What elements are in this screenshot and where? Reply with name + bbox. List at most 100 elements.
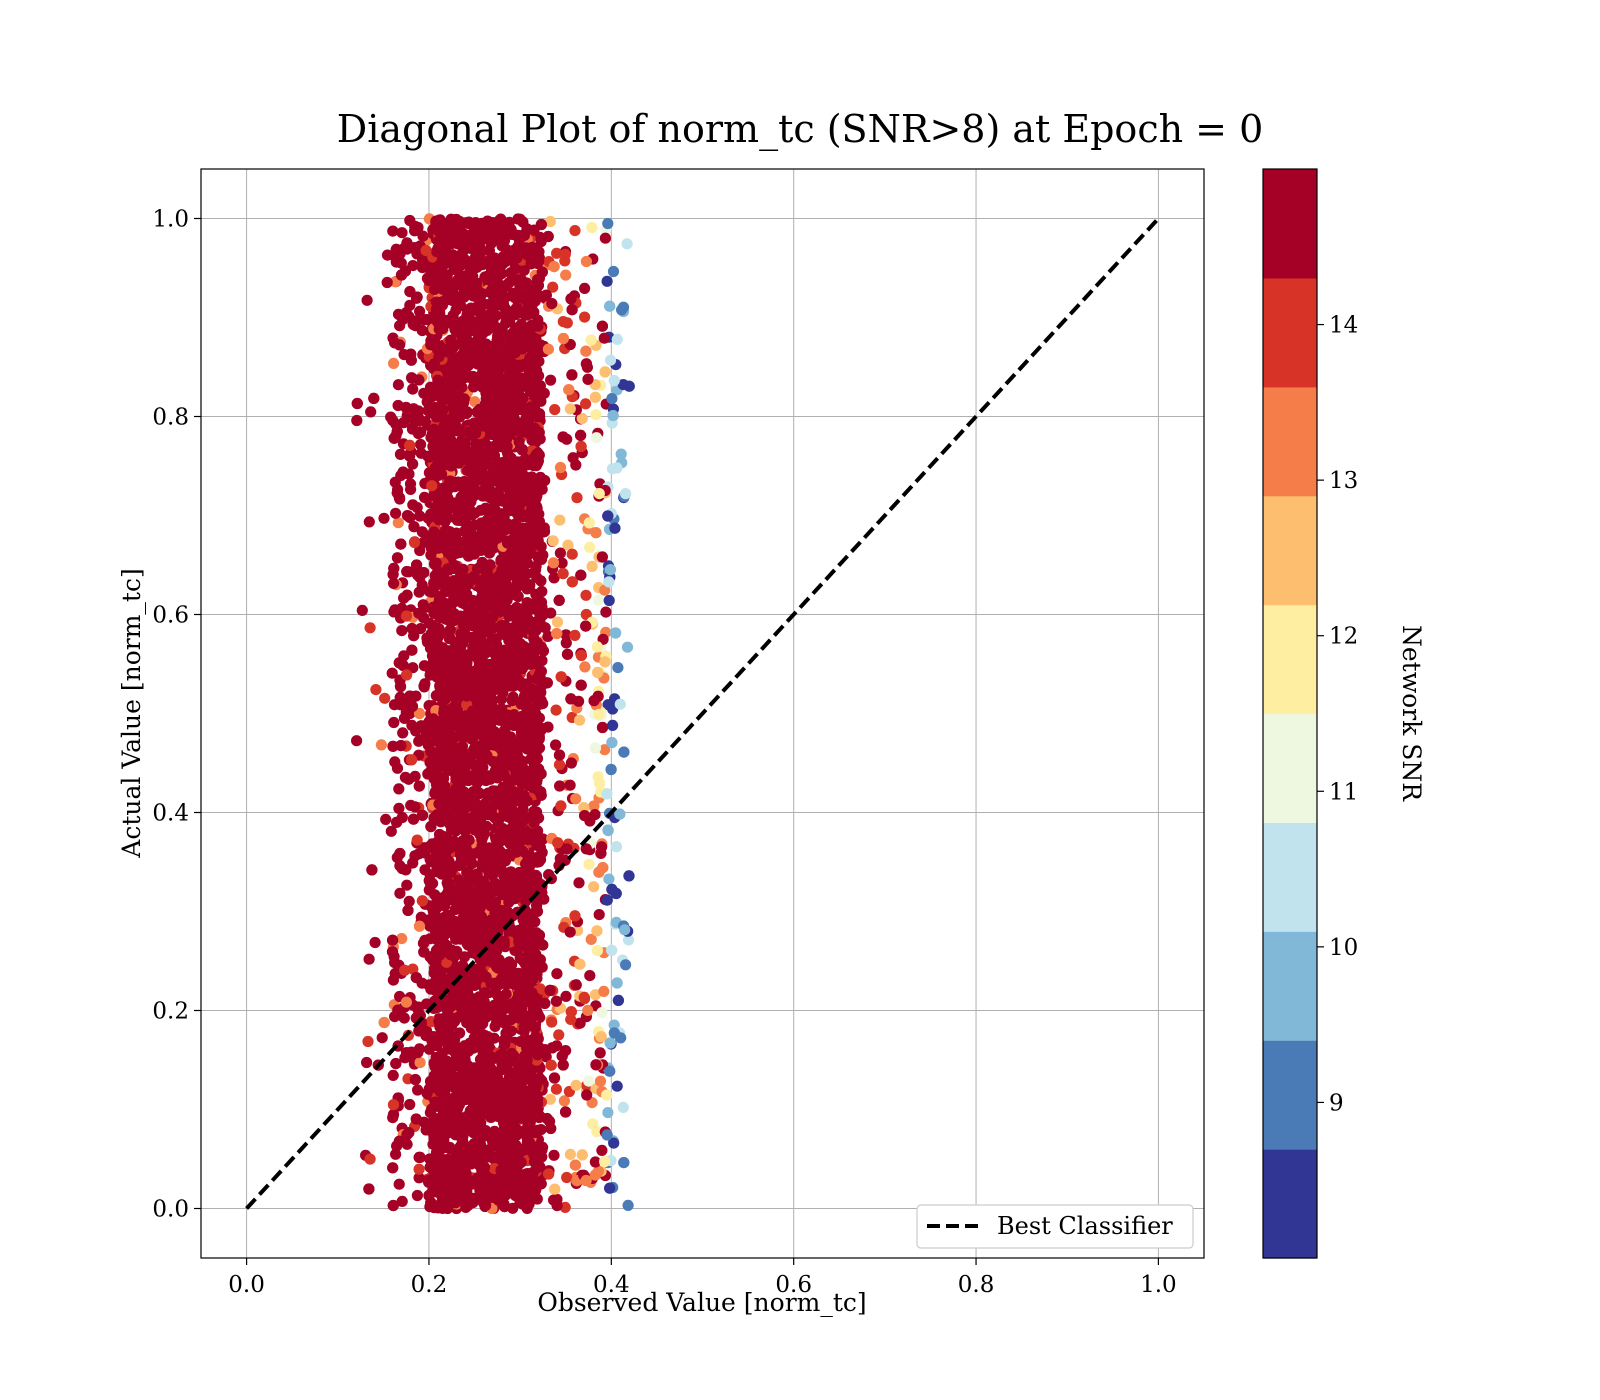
- scatter-point: [401, 1129, 413, 1141]
- scatter-point: [591, 945, 604, 957]
- scatter-point: [620, 959, 632, 971]
- scatter-point: [537, 833, 549, 845]
- scatter-point: [547, 535, 559, 547]
- scatter-point: [401, 879, 413, 891]
- scatter-point: [607, 719, 619, 732]
- scatter-point: [589, 742, 602, 754]
- scatter-point: [394, 847, 406, 860]
- scatter-point: [429, 924, 441, 936]
- scatter-point: [550, 995, 563, 1007]
- scatter-point: [565, 1006, 577, 1018]
- scatter-point: [616, 304, 628, 316]
- scatter-point: [565, 293, 577, 305]
- scatter-point: [404, 439, 416, 451]
- scatter-point: [542, 343, 555, 355]
- scatter-point: [606, 944, 618, 956]
- scatter-point: [575, 649, 588, 662]
- scatter-point: [414, 1057, 426, 1069]
- scatter-point: [575, 679, 587, 691]
- scatter-point: [422, 739, 434, 751]
- scatter-point: [534, 598, 546, 611]
- scatter-point: [580, 398, 592, 410]
- scatter-point: [413, 780, 425, 792]
- scatter-point: [573, 877, 585, 889]
- scatter-point: [544, 1093, 556, 1105]
- scatter-point: [415, 623, 427, 635]
- scatter-point: [596, 320, 609, 332]
- scatter-point: [564, 1148, 577, 1160]
- scatter-point: [590, 527, 602, 539]
- scatter-point: [578, 991, 590, 1004]
- scatter-point: [393, 1009, 405, 1021]
- scatter-point: [612, 662, 624, 674]
- scatter-point: [548, 572, 560, 584]
- scatter-point: [584, 541, 596, 553]
- scatter-point: [394, 887, 406, 899]
- scatter-point: [420, 245, 432, 257]
- scatter-point: [387, 1199, 399, 1212]
- scatter-point: [379, 692, 391, 704]
- scatter-point: [583, 517, 595, 529]
- scatter-point: [614, 808, 626, 820]
- scatter-point: [579, 661, 591, 673]
- scatter-point: [414, 510, 426, 522]
- scatter-point: [580, 255, 593, 268]
- scatter-point: [601, 788, 613, 800]
- scatter-point: [580, 843, 592, 855]
- scatter-point: [418, 314, 430, 326]
- scatter-point: [569, 225, 581, 237]
- scatter-point: [428, 526, 440, 538]
- scatter-point: [560, 1106, 572, 1118]
- scatter-point: [416, 809, 429, 821]
- scatter-point: [364, 622, 376, 634]
- scatter-point: [600, 606, 612, 618]
- scatter-point: [560, 637, 572, 649]
- scatter-point: [415, 734, 427, 746]
- scatter-point: [351, 735, 363, 747]
- scatter-point: [394, 448, 407, 460]
- scatter-point: [582, 1004, 594, 1017]
- scatter-point: [393, 783, 405, 795]
- scatter-point: [412, 1001, 424, 1013]
- scatter-point: [601, 894, 613, 906]
- scatter-point: [401, 509, 413, 522]
- scatter-point: [591, 1126, 603, 1138]
- scatter-point: [549, 1183, 561, 1195]
- scatter-point: [580, 358, 593, 370]
- scatter-point: [614, 698, 626, 710]
- scatter-point: [426, 480, 438, 492]
- scatter-point: [401, 1047, 413, 1059]
- scatter-point: [536, 655, 548, 667]
- scatter-point: [401, 589, 413, 601]
- scatter-point: [588, 695, 600, 707]
- scatter-point: [368, 392, 380, 404]
- scatter-point: [551, 1193, 563, 1206]
- scatter-point: [528, 627, 540, 639]
- scatter-point: [417, 230, 429, 242]
- scatter-point: [389, 968, 401, 980]
- scatter-point: [458, 951, 471, 963]
- scatter-point: [390, 507, 402, 519]
- scatter-point: [388, 357, 400, 369]
- scatter-point: [622, 1199, 634, 1211]
- scatter-point: [564, 403, 576, 415]
- scatter-point: [571, 492, 583, 504]
- scatter-point: [400, 610, 413, 622]
- scatter-point: [544, 984, 556, 996]
- scatter-point: [545, 1059, 557, 1071]
- scatter-point: [477, 589, 489, 602]
- scatter-point: [386, 946, 399, 958]
- scatter-point: [502, 604, 514, 616]
- scatter-point: [423, 617, 435, 629]
- scatter-point: [546, 1042, 558, 1054]
- scatter-point: [580, 1174, 592, 1187]
- scatter-point: [569, 1159, 582, 1171]
- scatter-point: [543, 869, 555, 881]
- scatter-point: [599, 366, 611, 378]
- scatter-point: [401, 669, 413, 681]
- scatter-point: [621, 641, 634, 653]
- scatter-point: [599, 656, 611, 668]
- scatter-point: [396, 625, 408, 637]
- scatter-point: [583, 858, 595, 870]
- scatter-point: [596, 1007, 608, 1019]
